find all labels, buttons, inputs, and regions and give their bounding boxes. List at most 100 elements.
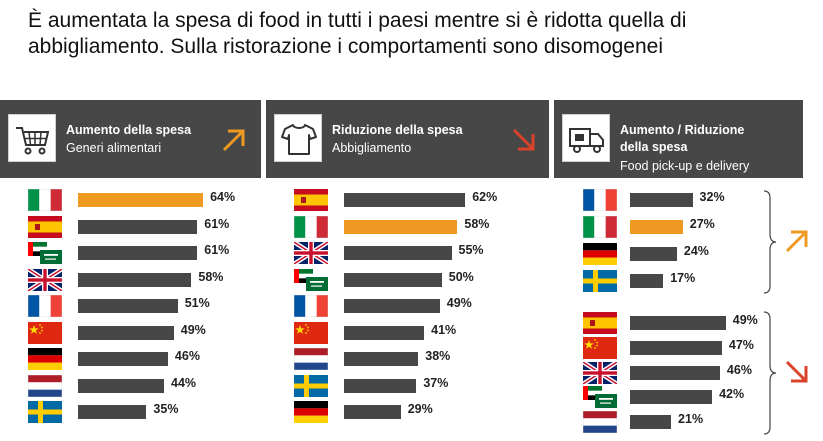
bar-row-se: 37% bbox=[294, 373, 524, 400]
flag-fr-icon bbox=[294, 295, 328, 317]
bar-row-uae-ksa: 50% bbox=[294, 267, 524, 294]
bar bbox=[630, 220, 683, 234]
bar-value-label: 61% bbox=[204, 216, 230, 231]
bar bbox=[630, 415, 672, 430]
flag-cn-icon bbox=[294, 321, 328, 344]
bar-row-es: 49% bbox=[583, 310, 763, 337]
bar-value-label: 47% bbox=[728, 337, 754, 352]
panel-subtitle: Food pick-up e delivery bbox=[620, 159, 750, 173]
bar bbox=[344, 193, 466, 207]
flag-nl-icon bbox=[28, 374, 62, 397]
bar-row-fr: 32% bbox=[583, 187, 763, 214]
bar-row-se: 35% bbox=[28, 399, 258, 426]
panel-title: Aumento della spesa bbox=[66, 123, 192, 137]
flag-it-icon bbox=[28, 189, 62, 211]
bar bbox=[78, 325, 174, 340]
bar-row-nl: 38% bbox=[294, 346, 524, 373]
flag-se-icon bbox=[294, 374, 328, 397]
flag-es-icon bbox=[294, 189, 328, 211]
bar-value-label: 49% bbox=[446, 296, 472, 310]
panel-title-line2: della spesa bbox=[620, 140, 688, 154]
panel-subtitle: Abbigliamento bbox=[332, 141, 412, 155]
flag-uk-icon bbox=[28, 268, 62, 291]
flag-uae-ksa-icon bbox=[583, 386, 617, 409]
bar-value-label: 27% bbox=[689, 217, 715, 231]
page-title: È aumentata la spesa di food in tutti i … bbox=[28, 9, 687, 58]
bar-value-label: 58% bbox=[464, 216, 490, 231]
bar-value-label: 38% bbox=[425, 349, 451, 363]
bar-value-label: 21% bbox=[678, 412, 704, 427]
bar bbox=[630, 390, 713, 405]
panel-header-clothing: Riduzione della spesa Abbigliamento bbox=[266, 100, 549, 178]
bar-value-label: 41% bbox=[431, 322, 457, 337]
flag-it-icon bbox=[294, 215, 328, 238]
arrow-up-icon bbox=[222, 129, 245, 152]
bar-row-it: 27% bbox=[583, 214, 763, 241]
bar-row-nl: 21% bbox=[583, 409, 763, 436]
flag-de-icon bbox=[583, 243, 617, 265]
flag-cn-icon bbox=[583, 336, 617, 359]
flag-es-icon bbox=[28, 215, 62, 238]
bar-row-de: 24% bbox=[583, 241, 763, 268]
bar-value-label: 62% bbox=[472, 190, 498, 204]
flag-fr-icon bbox=[28, 295, 62, 317]
flag-nl-icon bbox=[583, 411, 617, 434]
bar bbox=[630, 274, 664, 288]
bar-row-it: 64% bbox=[28, 187, 258, 214]
bar bbox=[78, 219, 198, 234]
flag-se-icon bbox=[28, 401, 62, 423]
arrow-up-icon bbox=[785, 230, 808, 253]
panel-title-line1: Aumento / Riduzione bbox=[620, 123, 745, 137]
flag-es-icon bbox=[583, 312, 617, 334]
panel-header-delivery: Aumento / Riduzione della spesa Food pic… bbox=[554, 100, 803, 178]
bar-row-it: 58% bbox=[294, 214, 524, 241]
bar-value-label: 46% bbox=[726, 362, 752, 377]
shopping-cart-icon bbox=[8, 114, 56, 162]
bar-value-label: 49% bbox=[180, 322, 206, 337]
panel-title: Aumento / Riduzione della spesa bbox=[620, 122, 744, 156]
bar bbox=[630, 247, 677, 261]
bracket-down-group bbox=[763, 311, 777, 435]
bar-row-de: 46% bbox=[28, 346, 258, 373]
bar bbox=[78, 299, 178, 313]
bar bbox=[344, 299, 440, 313]
bar-row-se: 17% bbox=[583, 268, 763, 295]
bar bbox=[344, 325, 425, 340]
bar-row-uae-ksa: 61% bbox=[28, 240, 258, 267]
bar-row-fr: 51% bbox=[28, 293, 258, 320]
flag-fr-icon bbox=[583, 189, 617, 211]
t-shirt-icon bbox=[274, 114, 322, 162]
bar-row-cn: 49% bbox=[28, 320, 258, 347]
bar-value-label: 42% bbox=[719, 387, 745, 402]
bar-row-es: 62% bbox=[294, 187, 524, 214]
bar-row-uk: 58% bbox=[28, 267, 258, 294]
bar-row-fr: 49% bbox=[294, 293, 524, 320]
bar-value-label: 46% bbox=[174, 349, 200, 363]
bar-value-label: 51% bbox=[184, 296, 210, 310]
bar-value-label: 35% bbox=[153, 402, 179, 416]
bar-row-cn: 47% bbox=[583, 335, 763, 362]
bar-row-de: 29% bbox=[294, 399, 524, 426]
bar-value-label: 17% bbox=[670, 271, 696, 285]
panel-subtitle: Generi alimentari bbox=[66, 141, 162, 155]
bar-value-label: 44% bbox=[171, 375, 197, 390]
bar bbox=[344, 405, 401, 419]
bar bbox=[344, 352, 419, 366]
flag-uk-icon bbox=[294, 242, 328, 264]
bar-value-label: 64% bbox=[210, 190, 236, 204]
arrow-down-icon bbox=[512, 128, 535, 151]
flag-cn-icon bbox=[28, 321, 62, 344]
bar-row-es: 61% bbox=[28, 214, 258, 241]
bar-value-label: 58% bbox=[198, 269, 224, 284]
bar bbox=[78, 246, 198, 260]
bar-value-label: 37% bbox=[423, 375, 449, 390]
bar bbox=[78, 272, 192, 287]
flag-nl-icon bbox=[294, 348, 328, 370]
bar-row-cn: 41% bbox=[294, 320, 524, 347]
bracket-up-group bbox=[763, 190, 777, 294]
flag-uae-ksa-icon bbox=[294, 268, 328, 291]
bar-value-label: 24% bbox=[683, 244, 709, 258]
bar-row-uk: 46% bbox=[583, 360, 763, 387]
bar-value-label: 55% bbox=[458, 243, 484, 257]
panel-title: Riduzione della spesa bbox=[332, 123, 463, 137]
